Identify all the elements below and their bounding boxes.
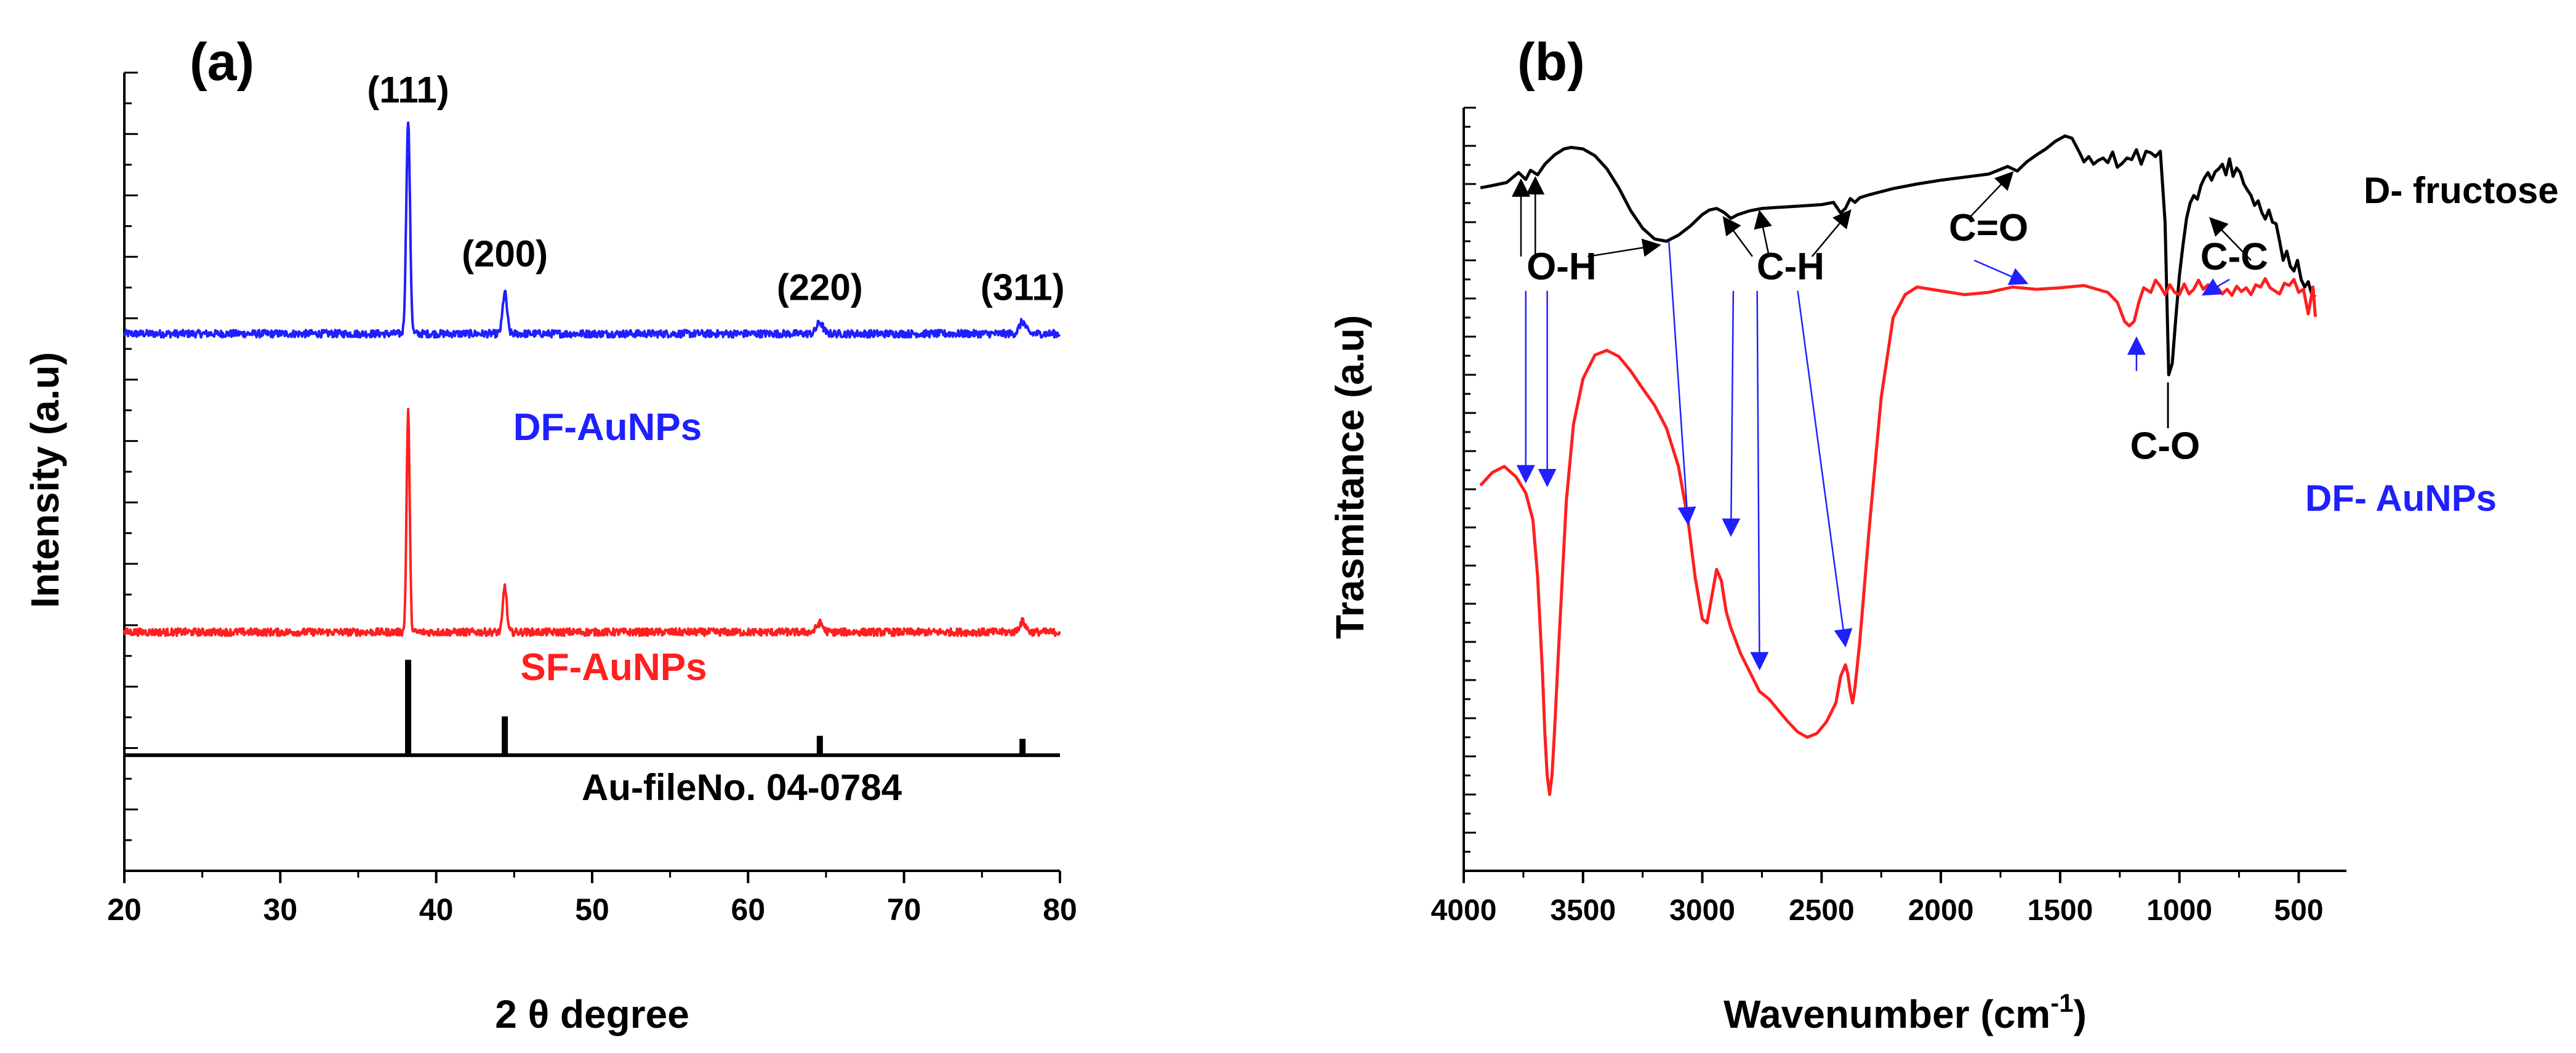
panel-a-plot: 20 30 40 50 60 70 80 DF-AuNPs SF-AuNPs Au-fileNo.… [107, 69, 1077, 927]
panel-b-x-axis-label: Wavenumber (cm-1) [1723, 988, 2087, 1036]
panel-b-x-tick-label: 4000 [1431, 894, 1497, 927]
panel-a-x-tick-label: 60 [731, 892, 766, 927]
ch-arrow-blue [1722, 290, 1741, 537]
panel-b-annotation-ch: C-H [1757, 246, 1824, 288]
ch-arrow-black [1754, 209, 1772, 257]
panel-a-peak-label: (111) [367, 69, 449, 110]
panel-b-x-tick-label: 2500 [1789, 894, 1855, 927]
panel-a-label: (a) [190, 33, 254, 92]
panel-a-series-df-aunps [123, 121, 1061, 339]
panel-b-y-axis-label: Trasmitance (a.u) [1328, 315, 1372, 639]
panel-b-annotation-co: C=O [1949, 207, 2028, 249]
cc-arrow-black [2209, 217, 2252, 261]
panel-a-reference-label: Au-fileNo. 04-0784 [582, 767, 902, 808]
oh-arrow-blue [1668, 241, 1696, 526]
panel-a-x-tick-label: 30 [263, 892, 298, 927]
ch-arrow-black [1811, 209, 1852, 257]
panel-a-x-axis-label: 2 θ degree [495, 992, 689, 1036]
co-arrow-blue [1973, 259, 2029, 286]
panel-a-x-tick-label: 40 [419, 892, 454, 927]
panel-b-label: (b) [1517, 33, 1585, 92]
panel-a-series-label: DF-AuNPs [513, 406, 702, 449]
panel-a-peak-label: (200) [462, 233, 548, 274]
ch-arrow-blue [1797, 290, 1853, 648]
panel-b-annotation-oh: O-H [1527, 246, 1597, 288]
panel-a-x-tick-label: 70 [887, 892, 921, 927]
oh-arrow-black [1587, 238, 1661, 258]
panel-a-series-sf-aunps [123, 407, 1061, 638]
panel-b-x-tick-label: 3000 [1669, 894, 1735, 927]
panel-b-annotation-co: C-O [2130, 425, 2201, 467]
panel-a-peak-label: (311) [981, 267, 1065, 308]
panel-a-series-label: SF-AuNPs [520, 646, 707, 689]
cc-arrow-blue [2201, 278, 2230, 296]
ch-arrow-black [1722, 216, 1753, 257]
panel-b-x-tick-label: 1500 [2028, 894, 2093, 927]
ch-arrow-blue [1750, 290, 1769, 671]
panel-b-x-tick-label: 1000 [2146, 894, 2212, 927]
panel-b-x-label-main: Wavenumber (cm [1723, 992, 2050, 1036]
panel-a-peak-label: (220) [777, 267, 863, 308]
panel-a-x-tick-label: 50 [575, 892, 609, 927]
panel-b-series-label: D- fructose [2364, 170, 2559, 211]
panel-a-x-tick-label: 80 [1043, 892, 1077, 927]
panel-b-x-tick-label: 2000 [1908, 894, 1974, 927]
panel-b-x-tick-label: 500 [2274, 894, 2323, 927]
panel-a-x-tick-label: 20 [107, 892, 142, 927]
panel-b-plot: 4000 3500 3000 2500 2000 1500 1000 500 D- fructo… [1431, 106, 2559, 927]
panel-b-series-df-aunps [1479, 277, 2317, 796]
co-arrow-black [1968, 171, 2014, 218]
panel-a-y-axis-label: Intensity (a.u) [23, 352, 67, 608]
panel-b-x-tick-label: 3500 [1550, 894, 1616, 927]
panel-b-x-label-end: ) [2074, 992, 2087, 1036]
panel-b-series-d-fructose [1480, 134, 2316, 377]
panel-b-series-label: DF- AuNPs [2305, 478, 2497, 519]
panel-b-x-label-sup: -1 [2050, 988, 2073, 1017]
